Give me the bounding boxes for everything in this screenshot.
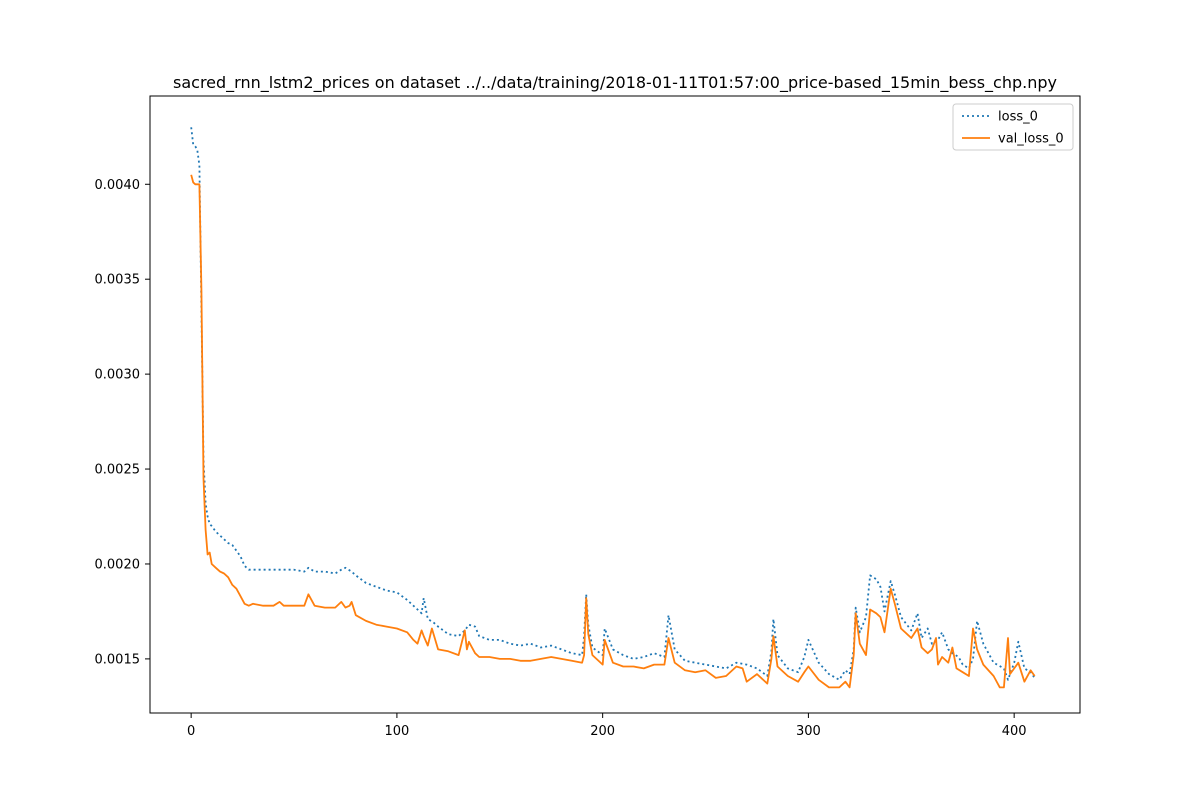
y-axis: 0.0015 0.0020 0.0025 0.0030 0.0035 0.0040 <box>95 178 150 667</box>
x-tick-label: 400 <box>1002 724 1027 739</box>
x-tick-label: 0 <box>187 724 195 739</box>
x-tick-label: 300 <box>796 724 821 739</box>
y-tick-label: 0.0035 <box>95 273 141 288</box>
y-tick-label: 0.0025 <box>95 463 141 478</box>
legend: loss_0 val_loss_0 <box>952 103 1074 151</box>
series-layer <box>190 127 1036 689</box>
series-line-loss-0 <box>190 127 1036 681</box>
y-tick-label: 0.0015 <box>95 652 141 667</box>
legend-label-loss: loss_0 <box>998 110 1038 125</box>
x-tick-label: 100 <box>384 724 409 739</box>
y-tick-label: 0.0030 <box>95 368 141 383</box>
series-line-val-loss-0 <box>190 174 1036 689</box>
x-axis: 0 100 200 300 400 <box>187 713 1027 739</box>
y-tick-label: 0.0040 <box>95 178 141 193</box>
plot-frame <box>149 95 1081 714</box>
y-tick-label: 0.0020 <box>95 557 141 572</box>
x-tick-label: 200 <box>590 724 615 739</box>
chart-title: sacred_rnn_lstm2_prices on dataset ../..… <box>173 73 1057 93</box>
legend-label-val-loss: val_loss_0 <box>998 132 1064 147</box>
